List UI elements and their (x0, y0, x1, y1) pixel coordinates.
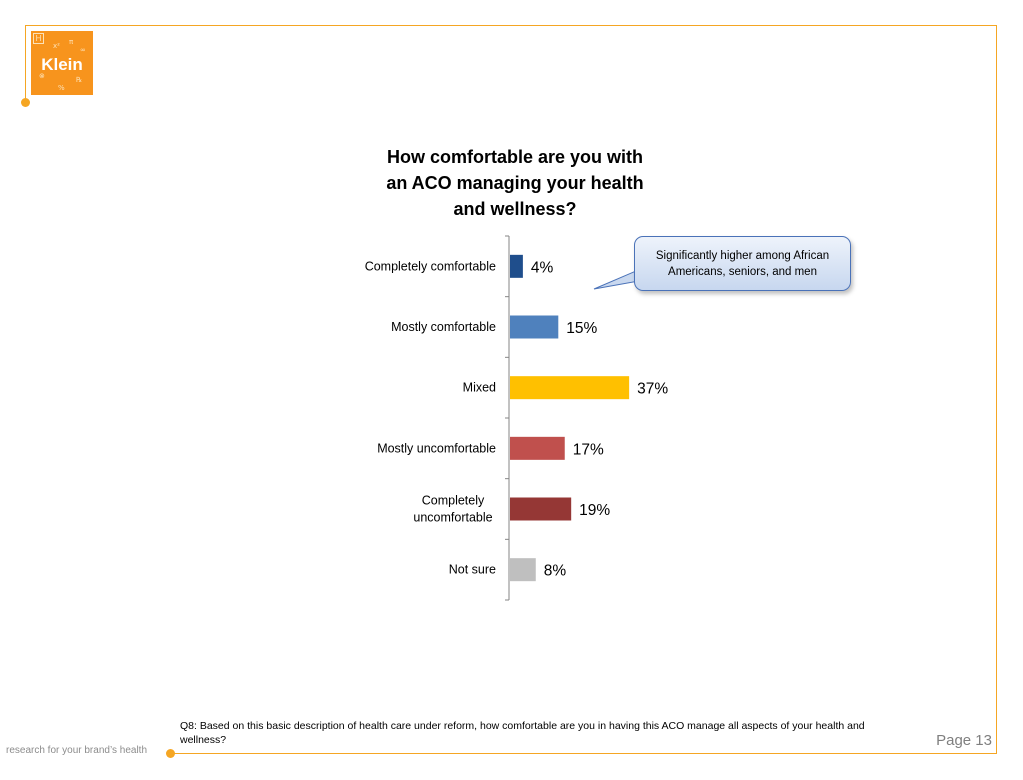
frame-right-line (996, 25, 997, 753)
bar-5 (510, 497, 572, 521)
bar-6 (510, 558, 536, 582)
category-label: Mostly uncomfortable (377, 441, 496, 455)
category-label: Not sure (449, 563, 496, 577)
frame-left-line (25, 25, 26, 103)
category-label: Completely comfortable (365, 259, 496, 273)
klein-logo: H x² π ∞ ⊗ ℞ % Klein (31, 31, 93, 95)
category-label: Completely uncomfortable (413, 494, 492, 525)
frame-dot-bottom (166, 749, 175, 758)
frame-bottom-line (170, 753, 997, 754)
frame-top-line (25, 25, 997, 26)
logo-pi-glyph: π (69, 38, 74, 46)
logo-ml-glyph: ∞ (80, 46, 86, 54)
data-label: 17% (573, 441, 604, 458)
callout-note: Significantly higher among African Ameri… (634, 236, 851, 291)
logo-wordmark: Klein (41, 55, 83, 74)
chart-title: How comfortable are you with an ACO mana… (386, 147, 644, 219)
category-label: Mostly comfortable (391, 320, 496, 334)
data-label: 8% (544, 563, 567, 580)
logo-x2-glyph: x² (53, 42, 60, 50)
logo-percent-glyph: % (58, 84, 65, 92)
frame-dot-left (21, 98, 30, 107)
bar-4 (510, 436, 565, 460)
bar-2 (510, 315, 559, 339)
category-label: Mixed (463, 381, 496, 395)
question-footnote: Q8: Based on this basic description of h… (180, 720, 865, 746)
logo-h-glyph: H (33, 33, 44, 44)
data-label: 15% (566, 320, 597, 337)
brand-tagline: research for your brand’s health (6, 745, 148, 756)
page-number: Page 13 (936, 732, 992, 749)
data-label: 4% (531, 259, 554, 276)
data-label: 19% (579, 502, 610, 519)
logo-rx-glyph: ℞ (76, 76, 83, 84)
bar-3 (510, 376, 630, 400)
logo-circle-glyph: ⊗ (39, 72, 45, 80)
data-label: 37% (637, 381, 668, 398)
bar-1 (510, 254, 523, 278)
